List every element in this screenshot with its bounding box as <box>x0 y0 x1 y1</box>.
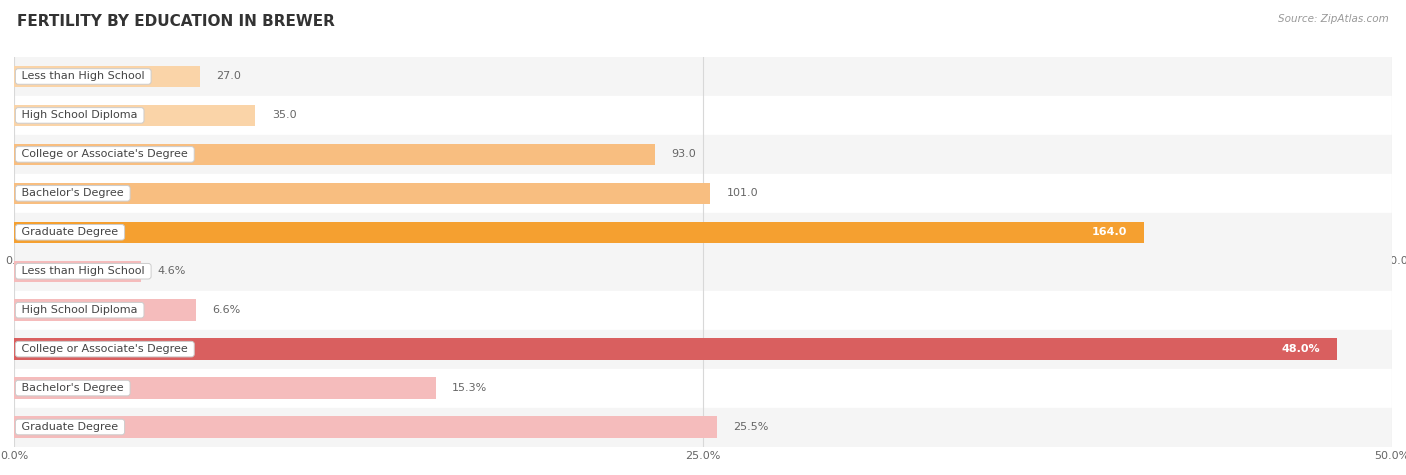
Bar <box>14 299 195 321</box>
Text: Bachelor's Degree: Bachelor's Degree <box>18 188 128 199</box>
Bar <box>14 96 1392 135</box>
Text: College or Associate's Degree: College or Associate's Degree <box>18 149 191 160</box>
Bar <box>14 408 1392 446</box>
Bar <box>14 338 1337 360</box>
Bar <box>14 143 655 165</box>
Text: Bachelor's Degree: Bachelor's Degree <box>18 383 128 393</box>
Bar <box>14 291 1392 330</box>
Text: 35.0: 35.0 <box>271 110 297 121</box>
Bar <box>14 221 1144 243</box>
Text: 6.6%: 6.6% <box>212 305 240 315</box>
Text: 48.0%: 48.0% <box>1282 344 1320 354</box>
Text: Less than High School: Less than High School <box>18 266 148 276</box>
Text: 101.0: 101.0 <box>727 188 758 199</box>
Bar <box>14 66 200 87</box>
Text: 164.0: 164.0 <box>1092 227 1128 238</box>
Bar <box>14 416 717 438</box>
Bar <box>14 260 141 282</box>
Text: College or Associate's Degree: College or Associate's Degree <box>18 344 191 354</box>
Text: High School Diploma: High School Diploma <box>18 110 141 121</box>
Bar <box>14 369 1392 408</box>
Text: Less than High School: Less than High School <box>18 71 148 82</box>
Bar <box>14 330 1392 369</box>
Text: Source: ZipAtlas.com: Source: ZipAtlas.com <box>1278 14 1389 24</box>
Text: FERTILITY BY EDUCATION IN BREWER: FERTILITY BY EDUCATION IN BREWER <box>17 14 335 29</box>
Text: 4.6%: 4.6% <box>157 266 186 276</box>
Text: 27.0: 27.0 <box>217 71 242 82</box>
Text: Graduate Degree: Graduate Degree <box>18 227 122 238</box>
Bar <box>14 182 710 204</box>
Bar <box>14 377 436 399</box>
Bar <box>14 174 1392 213</box>
Bar <box>14 57 1392 96</box>
Text: High School Diploma: High School Diploma <box>18 305 141 315</box>
Text: Graduate Degree: Graduate Degree <box>18 422 122 432</box>
Bar <box>14 104 256 126</box>
Text: 93.0: 93.0 <box>671 149 696 160</box>
Text: 25.5%: 25.5% <box>734 422 769 432</box>
Bar <box>14 213 1392 252</box>
Bar <box>14 135 1392 174</box>
Text: 15.3%: 15.3% <box>453 383 488 393</box>
Bar <box>14 252 1392 291</box>
